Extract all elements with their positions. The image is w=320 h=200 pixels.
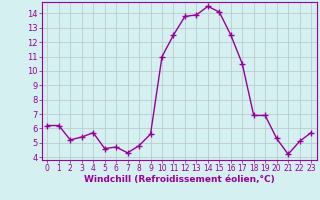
X-axis label: Windchill (Refroidissement éolien,°C): Windchill (Refroidissement éolien,°C)	[84, 175, 275, 184]
